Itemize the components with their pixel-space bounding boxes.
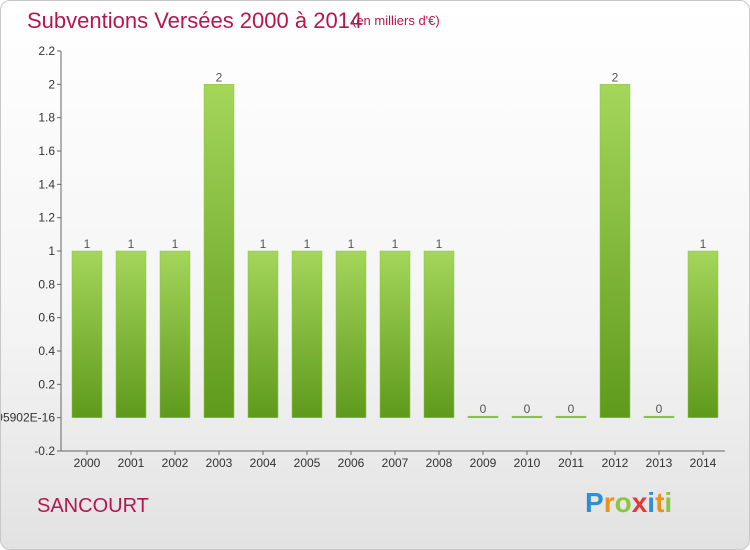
chart-subtitle: (en milliers d'€)	[352, 13, 440, 28]
x-tick-label: 2001	[118, 456, 145, 470]
x-tick-label: 2005	[294, 456, 321, 470]
bar-value-label: 1	[392, 237, 399, 251]
bar	[115, 250, 147, 418]
y-tick-label: 1.8	[38, 111, 55, 125]
x-tick-label: 2009	[470, 456, 497, 470]
x-tick-label: 2010	[514, 456, 541, 470]
x-tick-label: 2013	[646, 456, 673, 470]
y-tick-label: 0.6	[38, 311, 55, 325]
bar-value-label: 1	[436, 237, 443, 251]
bar-value-label: 0	[568, 402, 575, 416]
y-tick-label: 2	[48, 77, 55, 91]
x-tick-label: 2008	[426, 456, 453, 470]
bar-value-label: 1	[172, 237, 179, 251]
x-tick-label: 2007	[382, 456, 409, 470]
bar	[291, 250, 323, 418]
bar	[599, 84, 631, 418]
y-tick-label: -0.2	[34, 444, 55, 458]
bar	[423, 250, 455, 418]
bar-value-label: 2	[612, 70, 619, 84]
bar	[511, 415, 543, 418]
x-tick-label: 2000	[74, 456, 101, 470]
y-tick-label: 0.8	[38, 277, 55, 291]
bar	[687, 250, 719, 418]
y-tick-label: 1.4	[38, 177, 55, 191]
bar	[643, 415, 675, 418]
chart-axes: 2.2 2 1.8 1.6 1.4 1.2 1 0.8 0.6 0.4 0.2 -1.52655665…	[1, 44, 725, 470]
x-tick-label: 2006	[338, 456, 365, 470]
bar-value-label: 0	[656, 402, 663, 416]
bar-value-label: 1	[304, 237, 311, 251]
bar	[379, 250, 411, 418]
x-tick-label: 2014	[690, 456, 717, 470]
bar-value-label: 0	[480, 402, 487, 416]
bar-value-label: 2	[216, 70, 223, 84]
bar-value-label: 1	[260, 237, 267, 251]
bar-value-label: 0	[524, 402, 531, 416]
bar-value-label: 1	[348, 237, 355, 251]
bar-value-label: 1	[84, 237, 91, 251]
bar-value-label: 1	[128, 237, 135, 251]
bar	[159, 250, 191, 418]
y-tick-label: 1.6	[38, 144, 55, 158]
chart-bars	[71, 84, 719, 418]
y-tick-label: 1.2	[38, 211, 55, 225]
y-tick-label: 0.4	[38, 344, 55, 358]
y-tick-label: 1	[48, 244, 55, 258]
bar	[247, 250, 279, 418]
bar-value-label: 1	[700, 237, 707, 251]
bar	[467, 415, 499, 418]
bar	[71, 250, 103, 418]
x-tick-label: 2012	[602, 456, 629, 470]
commune-name: SANCOURT	[37, 495, 149, 517]
x-tick-label: 2011	[558, 456, 584, 470]
bar	[555, 415, 587, 418]
chart-title: Subventions Versées 2000 à 2014	[27, 8, 363, 33]
chart-labels: 1 1 1 2 1 1 1 1 1 0 0 0 2 0 1	[84, 70, 707, 416]
x-tick-label: 2003	[206, 456, 233, 470]
proxiti-logo[interactable]: Proxiti	[585, 487, 673, 518]
x-tick-label: 2004	[250, 456, 277, 470]
bar	[203, 84, 235, 418]
y-tick-label: -1.5265566588595902E-16	[1, 411, 55, 425]
y-tick-label: 0.2	[38, 377, 55, 391]
bar	[335, 250, 367, 418]
x-tick-label: 2002	[162, 456, 189, 470]
y-tick-label: 2.2	[38, 44, 55, 58]
